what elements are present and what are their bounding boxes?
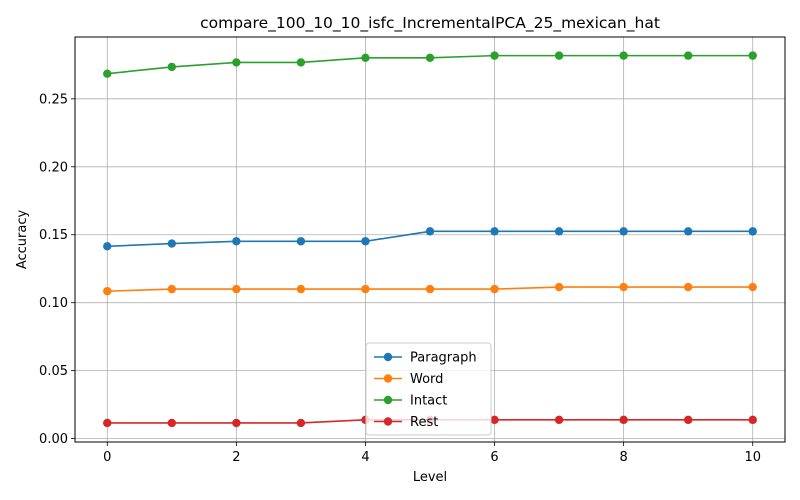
data-point-paragraph <box>683 227 693 236</box>
x-tick-label: 0 <box>103 450 111 465</box>
legend-item-paragraph: Paragraph <box>374 351 477 366</box>
legend-marker-intact <box>383 395 393 405</box>
plot-frame <box>74 36 786 443</box>
legend-marker-paragraph <box>383 352 393 362</box>
data-point-word <box>103 286 112 296</box>
data-point-intact <box>683 51 693 60</box>
data-point-rest <box>490 415 499 425</box>
legend-item-intact: Intact <box>374 394 447 409</box>
data-point-intact <box>296 58 306 67</box>
x-tick-label: 6 <box>490 450 498 465</box>
data-point-rest <box>619 415 628 425</box>
y-tick-label: 0.15 <box>39 228 68 243</box>
y-tick-label: 0.25 <box>39 92 68 107</box>
data-point-word <box>296 284 306 294</box>
x-axis-title: Level <box>413 470 447 485</box>
data-point-word <box>167 284 177 294</box>
data-point-paragraph <box>748 227 757 236</box>
legend-marker-word <box>383 374 393 383</box>
x-tick-label: 4 <box>361 450 369 465</box>
data-point-word <box>490 284 499 294</box>
data-point-paragraph <box>619 227 628 236</box>
y-tick-label: 0.05 <box>39 364 68 379</box>
data-point-paragraph <box>361 237 370 246</box>
data-point-word <box>619 282 628 292</box>
legend-item-word: Word <box>374 372 443 387</box>
data-point-paragraph <box>167 239 177 248</box>
data-point-word <box>425 284 435 294</box>
data-point-paragraph <box>103 242 112 251</box>
data-point-intact <box>167 62 177 72</box>
data-point-intact <box>554 51 564 60</box>
x-tick-label: 2 <box>232 450 240 465</box>
data-point-word <box>232 284 241 294</box>
data-point-paragraph <box>425 227 435 236</box>
x-tick-label: 10 <box>744 450 761 465</box>
chart-title: compare_100_10_10_isfc_IncrementalPCA_25… <box>200 14 660 33</box>
legend: Paragraph Word Intact Rest <box>365 342 492 436</box>
legend-label-word: Word <box>410 372 443 387</box>
series-word <box>103 282 757 296</box>
data-point-rest <box>296 418 306 428</box>
data-point-intact <box>103 69 112 78</box>
axis-ticks: 0 2 4 6 8 10 0.00 0.05 0.10 0.15 0.20 0.25 <box>39 92 761 465</box>
data-point-rest <box>683 415 693 425</box>
data-point-rest <box>554 415 564 425</box>
data-point-word <box>361 284 370 294</box>
legend-item-rest: Rest <box>374 415 438 430</box>
y-tick-label: 0.00 <box>39 432 68 447</box>
data-point-word <box>683 282 693 292</box>
data-point-rest <box>167 418 177 428</box>
data-point-paragraph <box>554 227 564 236</box>
legend-label-paragraph: Paragraph <box>410 351 477 366</box>
data-point-rest <box>103 418 112 428</box>
data-point-paragraph <box>232 237 241 246</box>
y-tick-label: 0.10 <box>39 296 68 311</box>
data-point-intact <box>619 51 628 60</box>
x-tick-label: 8 <box>619 450 627 465</box>
data-point-intact <box>232 58 241 67</box>
data-point-paragraph <box>296 237 306 246</box>
legend-marker-rest <box>383 417 393 426</box>
data-point-paragraph <box>490 227 499 236</box>
legend-label-intact: Intact <box>410 394 447 409</box>
data-point-word <box>748 282 757 292</box>
series-intact <box>103 51 757 78</box>
legend-label-rest: Rest <box>410 415 438 430</box>
data-point-intact <box>425 53 435 62</box>
data-point-intact <box>361 53 370 62</box>
data-point-rest <box>748 415 757 425</box>
data-point-intact <box>490 51 499 60</box>
y-tick-label: 0.20 <box>39 160 68 175</box>
y-axis-title: Accuracy <box>15 210 30 270</box>
data-point-word <box>554 282 564 292</box>
legend-frame <box>365 342 492 436</box>
data-point-intact <box>748 51 757 60</box>
data-point-rest <box>232 418 241 428</box>
series-paragraph <box>103 227 757 251</box>
